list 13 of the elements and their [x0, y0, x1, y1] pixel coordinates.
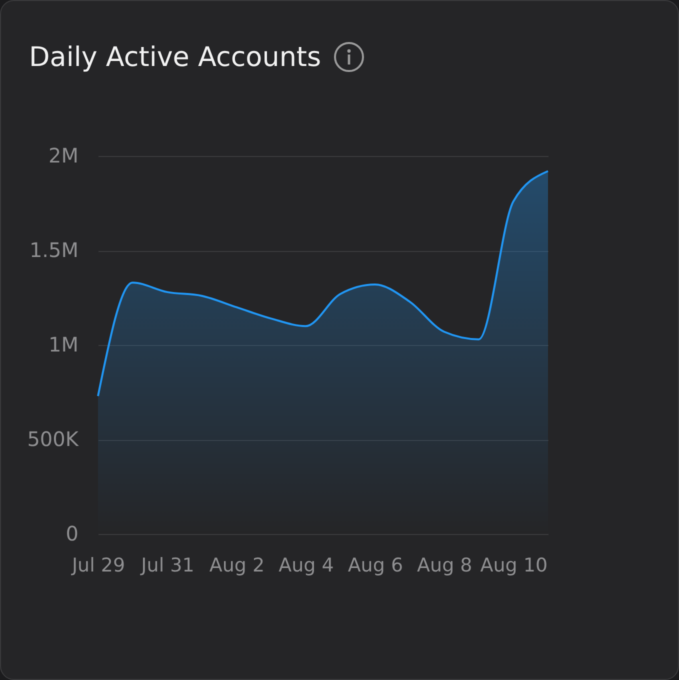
x-tick-label: Aug 6 — [348, 554, 404, 576]
y-tick-label: 1.5M — [29, 238, 78, 262]
x-tick-label: Aug 4 — [278, 554, 334, 576]
y-tick-label: 2M — [48, 144, 78, 168]
x-tick-label: Aug 10 — [480, 554, 548, 576]
y-tick-label: 1M — [48, 332, 78, 356]
x-tick-label: Jul 29 — [70, 554, 126, 576]
x-tick-label: Jul 31 — [140, 554, 194, 576]
chart-title: Daily Active Accounts — [29, 42, 322, 72]
y-tick-label: 500K — [27, 427, 80, 451]
x-tick-label: Aug 2 — [209, 554, 265, 576]
y-tick-label: 0 — [66, 522, 78, 546]
x-tick-label: Aug 8 — [417, 554, 472, 576]
